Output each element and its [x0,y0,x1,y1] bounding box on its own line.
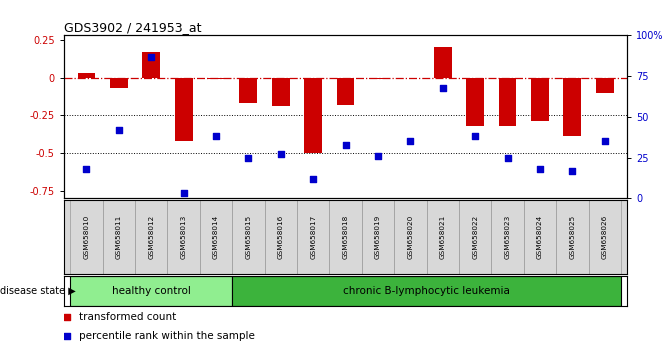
Bar [556,200,588,274]
Bar [491,200,524,274]
Point [502,155,513,160]
Text: GSM658018: GSM658018 [343,215,348,259]
Bar [499,78,517,126]
Bar [200,200,232,274]
Bar [240,78,257,103]
Bar [70,200,103,274]
Text: GSM658022: GSM658022 [472,215,478,259]
Bar [232,200,264,274]
Text: GSM658023: GSM658023 [505,215,511,259]
Bar [369,78,387,79]
Point [535,166,546,172]
Text: GSM658019: GSM658019 [375,215,381,259]
Text: GSM658024: GSM658024 [537,215,543,259]
Bar [524,200,556,274]
Text: GSM658013: GSM658013 [180,215,187,259]
Bar [434,47,452,78]
Bar [70,276,232,306]
Point [81,166,92,172]
Point [437,85,448,90]
Bar [167,200,200,274]
Bar [588,200,621,274]
Point [599,138,610,144]
Text: GSM658021: GSM658021 [440,215,446,259]
Point [567,168,578,173]
Bar [564,78,581,136]
Point [405,138,416,144]
Bar [596,78,613,93]
Text: GSM658026: GSM658026 [602,215,608,259]
Bar [329,200,362,274]
Text: GSM658025: GSM658025 [569,215,575,259]
Bar [337,78,354,105]
Bar [272,78,290,106]
Text: GSM658015: GSM658015 [246,215,252,259]
Point [243,155,254,160]
Text: transformed count: transformed count [79,312,176,322]
Point [146,54,156,59]
Bar [427,200,459,274]
Text: GDS3902 / 241953_at: GDS3902 / 241953_at [64,21,201,34]
Bar [232,276,621,306]
Point [62,314,72,320]
Bar [207,78,225,79]
Point [62,333,72,338]
Bar [78,73,95,78]
Text: GSM658017: GSM658017 [310,215,316,259]
Point [340,142,351,147]
Point [470,133,480,139]
Text: chronic B-lymphocytic leukemia: chronic B-lymphocytic leukemia [343,286,510,296]
Point [308,176,319,182]
Text: GSM658020: GSM658020 [407,215,413,259]
Point [113,127,124,133]
Bar [531,78,549,121]
Point [211,133,221,139]
Text: healthy control: healthy control [112,286,191,296]
Bar [110,78,127,88]
Text: GSM658012: GSM658012 [148,215,154,259]
Text: GSM658011: GSM658011 [116,215,122,259]
Point [178,190,189,196]
Bar [297,200,329,274]
Bar [304,78,322,153]
Bar [264,200,297,274]
Bar [362,200,394,274]
Bar [466,78,484,126]
Bar [103,200,135,274]
Text: percentile rank within the sample: percentile rank within the sample [79,331,255,341]
Bar [459,200,491,274]
Text: GSM658014: GSM658014 [213,215,219,259]
Point [275,152,286,157]
Point [372,153,383,159]
Bar [135,200,167,274]
Text: GSM658010: GSM658010 [83,215,89,259]
Bar [142,52,160,78]
Text: GSM658016: GSM658016 [278,215,284,259]
Text: disease state ▶: disease state ▶ [0,286,76,296]
Bar [174,78,193,141]
Bar [394,200,427,274]
